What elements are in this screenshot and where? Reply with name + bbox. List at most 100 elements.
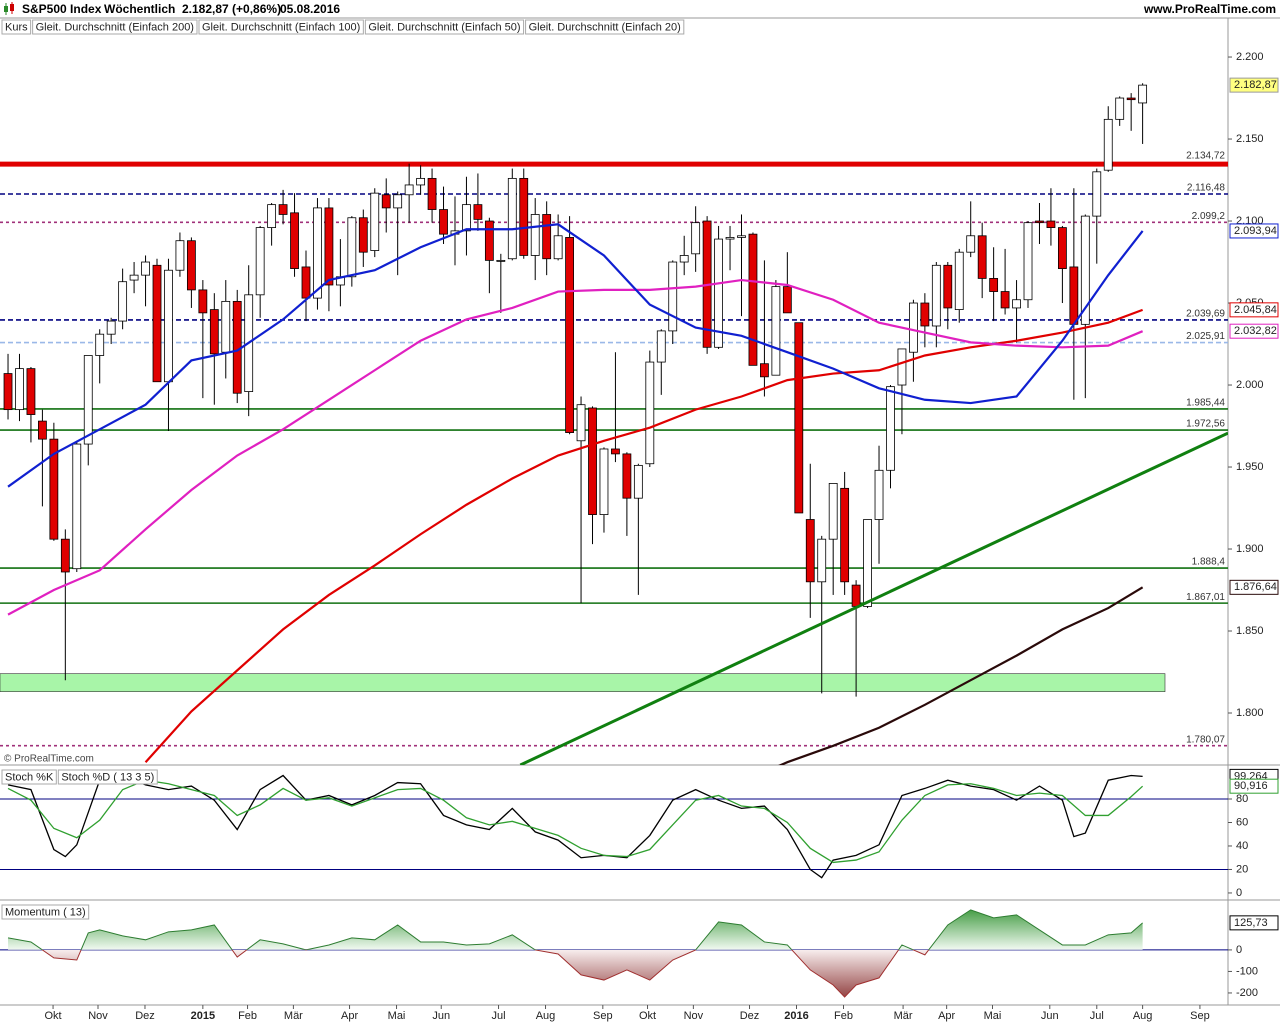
- candle-body: [267, 204, 277, 228]
- value-box: [1229, 302, 1279, 318]
- line-series: [41, 949, 930, 998]
- legend-label: Gleit. Durchschnitt (Einfach 100): [202, 21, 360, 33]
- site[interactable]: www.ProRealTime.com: [1143, 2, 1276, 16]
- legend-box: [1, 769, 57, 785]
- level-label: 2.134,72: [1186, 151, 1225, 162]
- candle-body: [232, 300, 242, 394]
- x-tick-label: Okt: [44, 1010, 61, 1022]
- line-series: [7, 278, 1144, 616]
- x-tick-label: Nov: [684, 1010, 704, 1022]
- legend-label: Stoch %D ( 13 3 5): [61, 771, 154, 783]
- candle-body: [141, 261, 150, 276]
- period: Wöchentlich: [104, 2, 175, 16]
- line-series: [7, 774, 1143, 879]
- legend-label: Kurs: [5, 21, 28, 33]
- candle-body: [462, 204, 471, 232]
- value-label: 2.182,87: [1234, 79, 1277, 91]
- x-tick-label: Sep: [1190, 1010, 1210, 1022]
- x-tick-label: Mai: [388, 1010, 406, 1022]
- line-series: [7, 223, 1144, 488]
- x-tick-label: 2016: [784, 1010, 808, 1022]
- value-label: 2.045,84: [1234, 304, 1277, 316]
- candle-body: [920, 302, 930, 327]
- x-tick-label: Feb: [238, 1010, 257, 1022]
- y-tick-label: 2.200: [1236, 51, 1264, 63]
- candle-body: [668, 261, 678, 332]
- level-label: 2.116,48: [1187, 183, 1226, 194]
- candle-body: [427, 177, 437, 210]
- level-label: 1.972,56: [1186, 419, 1225, 430]
- candle-body: [175, 240, 185, 271]
- candle-body: [209, 309, 219, 355]
- value-label: 2.093,94: [1234, 225, 1277, 237]
- level-label: 1.888,4: [1192, 557, 1226, 568]
- value-box: [1229, 579, 1279, 595]
- candle-body: [725, 237, 735, 240]
- legend-box: [364, 19, 525, 35]
- candle-body: [290, 212, 299, 269]
- candle-body: [1000, 291, 1010, 309]
- level-label: 2.099,2: [1192, 211, 1226, 222]
- candle-body: [805, 519, 815, 583]
- candle-body: [60, 538, 70, 573]
- date: 05.08.2016: [280, 2, 340, 16]
- y-tick-label: -100: [1236, 965, 1258, 977]
- x-tick-label: Mär: [894, 1010, 913, 1022]
- symbol-icon: [4, 2, 14, 15]
- candle-body: [966, 235, 976, 253]
- y-tick-label: 1.950: [1236, 461, 1264, 473]
- level-label: 2.025,91: [1186, 331, 1225, 342]
- candle-body: [1080, 215, 1090, 325]
- copyright: © ProRealTime.com: [4, 754, 94, 765]
- candle-body: [599, 448, 609, 515]
- candle-body: [943, 264, 953, 309]
- candle-body: [828, 483, 838, 540]
- line-series: [144, 308, 1144, 763]
- candle-body: [679, 255, 689, 263]
- candle-body: [691, 222, 701, 255]
- x-tick-label: Okt: [639, 1010, 656, 1022]
- y-tick-label: -200: [1236, 987, 1258, 999]
- support-zone: [0, 673, 1166, 692]
- candle-body: [633, 464, 643, 499]
- candle-body: [1103, 118, 1113, 171]
- legend-label: Stoch %K: [5, 771, 54, 783]
- candle-body: [129, 274, 139, 281]
- candle-body: [771, 286, 781, 376]
- plot-area: [0, 909, 1228, 998]
- legend-box: [198, 19, 364, 35]
- candle-body: [38, 420, 47, 440]
- candle-body: [484, 220, 494, 261]
- x-tick-label: Aug: [536, 1010, 556, 1022]
- legend-label: Momentum ( 13): [5, 906, 86, 918]
- candle-body: [72, 443, 82, 570]
- candle-body: [404, 184, 414, 196]
- legend-box: [1, 904, 90, 920]
- candle-body: [954, 251, 964, 310]
- candle-body: [851, 584, 861, 607]
- candle-body: [714, 238, 723, 348]
- candle-body: [416, 177, 426, 186]
- x-tick-label: Feb: [834, 1010, 853, 1022]
- candle-body: [1023, 222, 1033, 301]
- x-tick-label: Apr: [341, 1010, 358, 1022]
- symbol: S&P500 Index: [22, 2, 102, 16]
- candle-body: [358, 217, 368, 253]
- x-tick-label: Sep: [593, 1010, 613, 1022]
- y-tick-label: 1.900: [1236, 543, 1264, 555]
- candle-body: [221, 300, 231, 353]
- x-tick-label: Jul: [492, 1010, 506, 1022]
- candle-body: [748, 233, 758, 366]
- candle-body: [26, 368, 36, 415]
- value-box: [1229, 323, 1279, 339]
- x-tick-label: Nov: [88, 1010, 108, 1022]
- candle-body: [794, 322, 804, 514]
- candle-body: [1012, 299, 1021, 309]
- x-tick-label: 2015: [191, 1010, 215, 1022]
- legend-box: [525, 19, 685, 35]
- area-fill: [8, 909, 1143, 950]
- y-tick-label: 0: [1236, 887, 1242, 899]
- candle-body: [553, 235, 563, 260]
- candle-body: [737, 235, 746, 238]
